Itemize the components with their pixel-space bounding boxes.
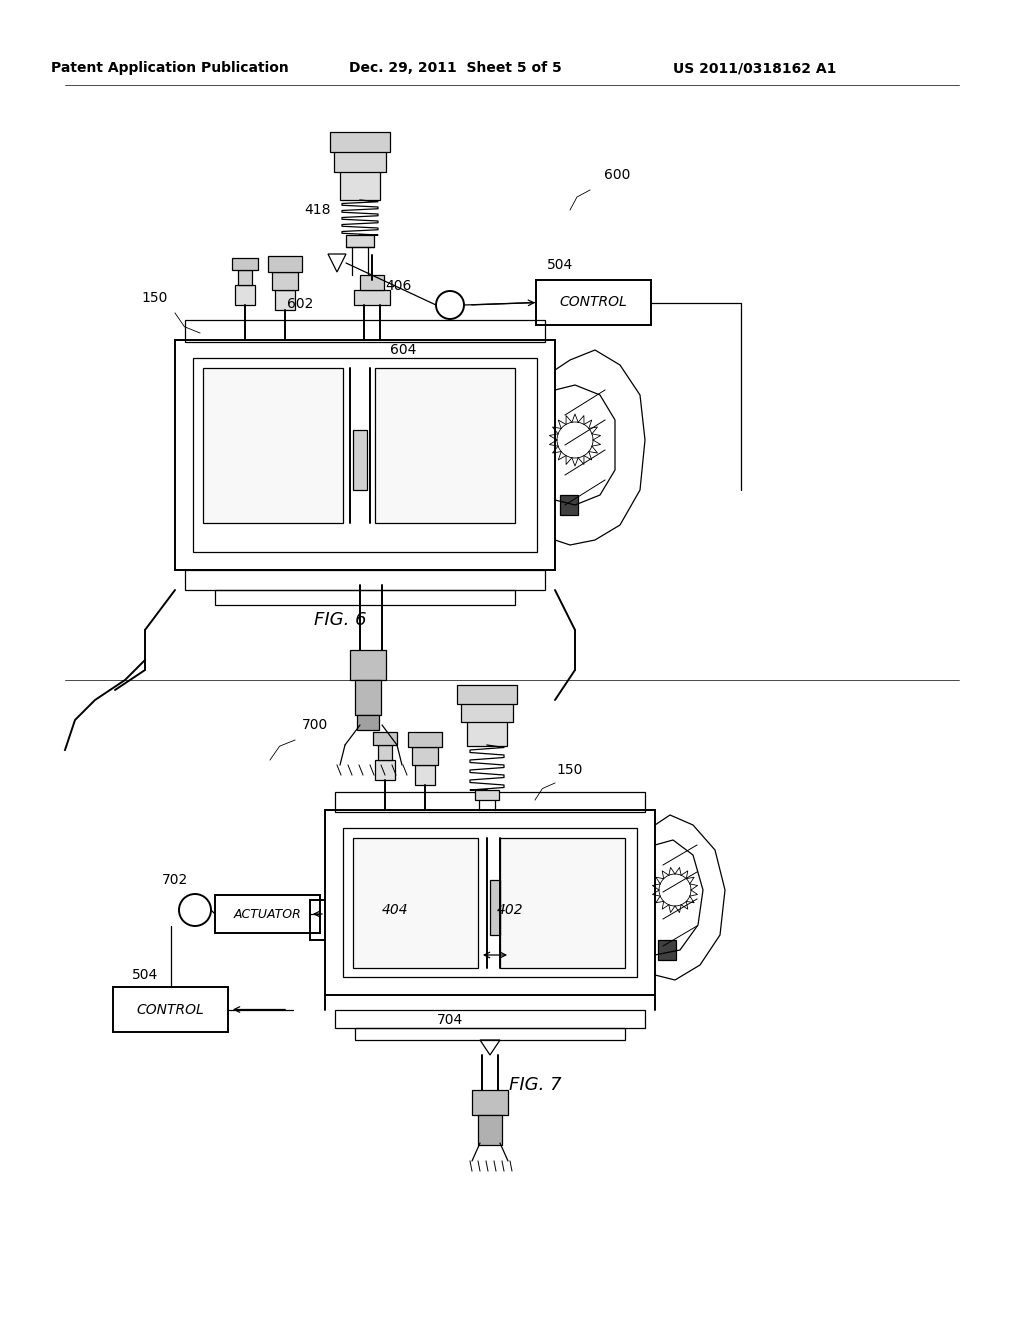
Text: 404: 404 (382, 903, 409, 917)
Bar (238, 271, 252, 285)
Bar (268, 256, 302, 272)
Text: 700: 700 (302, 718, 328, 733)
Bar (353, 838, 478, 968)
Bar (472, 1090, 508, 1115)
Bar (335, 792, 645, 812)
Text: 150: 150 (141, 290, 168, 305)
Text: 600: 600 (604, 168, 630, 182)
Text: 704: 704 (437, 1012, 463, 1027)
Text: Patent Application Publication: Patent Application Publication (51, 61, 289, 75)
Bar (234, 285, 255, 305)
Bar (475, 789, 499, 800)
Bar (378, 744, 392, 760)
Text: FIG. 7: FIG. 7 (509, 1076, 561, 1094)
Text: 402: 402 (497, 903, 523, 917)
Bar (412, 747, 438, 766)
Bar (185, 570, 545, 590)
Bar (373, 733, 397, 744)
Bar (203, 368, 343, 523)
Bar (343, 828, 637, 977)
Text: 602: 602 (287, 297, 313, 312)
Bar (350, 649, 386, 680)
Text: 504: 504 (132, 968, 158, 982)
Bar (185, 319, 545, 342)
Bar (355, 1028, 625, 1040)
Bar (334, 150, 386, 172)
Bar (500, 838, 625, 968)
Bar (467, 719, 507, 746)
Bar (215, 895, 319, 933)
Bar (215, 590, 515, 605)
Text: 504: 504 (547, 257, 573, 272)
Bar (353, 430, 367, 490)
Text: CONTROL: CONTROL (136, 1002, 205, 1016)
Text: 702: 702 (162, 873, 188, 887)
Bar (408, 733, 442, 747)
Bar (357, 715, 379, 730)
Bar (330, 132, 390, 152)
Bar (325, 810, 655, 995)
Bar (457, 685, 517, 704)
Bar (560, 495, 578, 515)
Bar (232, 257, 258, 271)
Text: CONTROL: CONTROL (560, 296, 628, 309)
Bar (658, 940, 676, 960)
Text: 604: 604 (390, 343, 416, 356)
Text: 150: 150 (557, 763, 584, 777)
Bar (536, 280, 651, 325)
Bar (461, 702, 513, 722)
Bar (193, 358, 537, 552)
Text: 418: 418 (305, 203, 331, 216)
Bar (354, 290, 390, 305)
Bar (415, 766, 435, 785)
Bar (275, 290, 295, 310)
Text: US 2011/0318162 A1: US 2011/0318162 A1 (674, 61, 837, 75)
Text: Dec. 29, 2011  Sheet 5 of 5: Dec. 29, 2011 Sheet 5 of 5 (348, 61, 561, 75)
Text: 406: 406 (386, 279, 413, 293)
Bar (346, 235, 374, 247)
Bar (375, 368, 515, 523)
Bar (490, 880, 500, 935)
Bar (272, 272, 298, 290)
Bar (478, 1115, 502, 1144)
Bar (340, 170, 380, 201)
Bar (355, 680, 381, 715)
Text: ACTUATOR: ACTUATOR (233, 908, 301, 920)
Bar (360, 275, 384, 290)
Bar (175, 341, 555, 570)
Bar (375, 760, 395, 780)
Bar (113, 987, 228, 1032)
Bar (335, 1010, 645, 1028)
Text: FIG. 6: FIG. 6 (313, 611, 367, 630)
